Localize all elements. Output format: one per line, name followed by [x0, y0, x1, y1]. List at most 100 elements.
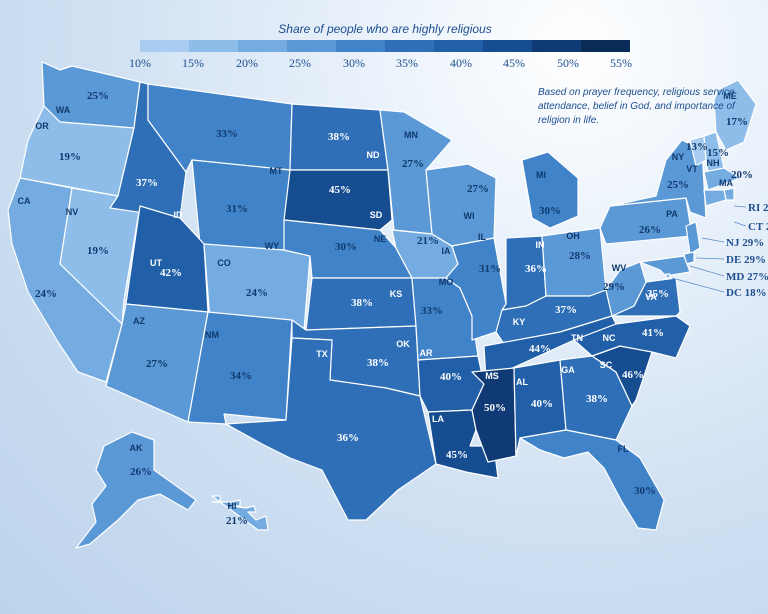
label-md: MD 27%	[726, 271, 768, 283]
state-nj	[685, 221, 701, 255]
state-tx	[225, 337, 437, 521]
legend-tick-label: 55%	[610, 56, 632, 70]
state-fl	[519, 429, 665, 531]
state-ak	[75, 431, 197, 549]
abbr-sd: SD	[370, 210, 383, 220]
abbr-fl: FL	[618, 444, 629, 454]
abbr-ia: IA	[442, 246, 452, 256]
legend-swatch	[581, 40, 630, 52]
value-ca: 24%	[35, 288, 57, 300]
value-ms: 50%	[484, 402, 506, 414]
legend-swatch	[336, 40, 385, 52]
abbr-ga: GA	[561, 365, 575, 375]
leader-line-ct	[733, 221, 747, 227]
state-ar	[417, 355, 485, 413]
abbr-nm: NM	[205, 330, 219, 340]
state-ma	[703, 167, 741, 191]
legend-tick-label: 15%	[182, 56, 204, 70]
value-tx: 36%	[337, 432, 359, 444]
abbr-pa: PA	[666, 209, 678, 219]
state-dc	[665, 273, 671, 279]
value-vt: 13%	[686, 141, 708, 153]
value-sd: 45%	[329, 184, 351, 196]
leader-line-dc	[671, 277, 725, 293]
value-ia: 21%	[417, 235, 439, 247]
legend-swatch	[385, 40, 434, 52]
abbr-ut: UT	[150, 258, 162, 268]
abbr-hi: HI	[228, 501, 237, 511]
value-ok: 38%	[367, 357, 389, 369]
abbr-tx: TX	[316, 349, 328, 359]
label-nj: NJ 29%	[726, 237, 764, 249]
abbr-co: CO	[217, 258, 231, 268]
methodology-note: Based on prayer frequency, religious ser…	[538, 87, 735, 126]
value-nm: 34%	[230, 370, 252, 382]
abbr-ok: OK	[396, 339, 410, 349]
abbr-va: VA	[645, 292, 657, 302]
legend-swatch	[434, 40, 483, 52]
value-nd: 38%	[328, 131, 350, 143]
value-me: 17%	[726, 116, 748, 128]
abbr-ne: NE	[374, 234, 387, 244]
value-mt: 33%	[216, 128, 238, 140]
state-az	[105, 303, 209, 423]
value-hi: 21%	[226, 515, 248, 527]
label-dc: DC 18%	[726, 287, 767, 299]
state-wv	[605, 261, 647, 317]
abbr-oh: OH	[566, 231, 580, 241]
legend-tick-label: 10%	[129, 56, 151, 70]
value-la: 45%	[446, 449, 468, 461]
abbr-ar: AR	[420, 348, 433, 358]
abbr-nh: NH	[707, 158, 720, 168]
abbr-id: ID	[174, 210, 184, 220]
abbr-ak: AK	[130, 443, 143, 453]
value-tn: 44%	[529, 343, 551, 355]
value-wi: 27%	[467, 183, 489, 195]
abbr-me: ME	[723, 91, 737, 101]
label-ri: RI 22%	[748, 202, 768, 214]
abbr-mt: MT	[270, 166, 283, 176]
abbr-sc: SC	[600, 360, 613, 370]
abbr-wa: WA	[56, 105, 71, 115]
value-az: 27%	[146, 358, 168, 370]
legend-swatch	[483, 40, 532, 52]
legend-tick-label: 50%	[557, 56, 579, 70]
abbr-mi: MI	[536, 170, 546, 180]
abbr-tn: TN	[571, 333, 583, 343]
value-ma: 20%	[731, 169, 753, 181]
state-il	[445, 237, 507, 341]
value-or: 19%	[59, 151, 81, 163]
value-mo: 33%	[421, 305, 443, 317]
legend-color-scale	[140, 40, 630, 52]
label-de: DE 29%	[726, 254, 766, 266]
leader-line-ri	[733, 205, 747, 208]
abbr-nc: NC	[603, 333, 616, 343]
state-shapes	[7, 61, 757, 549]
abbr-in: IN	[536, 240, 545, 250]
value-sc: 46%	[622, 369, 644, 381]
abbr-az: AZ	[133, 316, 145, 326]
state-md	[639, 255, 691, 277]
value-nh: 15%	[707, 147, 729, 159]
value-wy: 31%	[226, 203, 248, 215]
legend-tick-label: 45%	[503, 56, 525, 70]
value-ne: 30%	[335, 241, 357, 253]
abbr-mn: MN	[404, 130, 418, 140]
value-nv: 19%	[87, 245, 109, 257]
abbr-ma: MA	[719, 178, 733, 188]
value-oh: 28%	[569, 250, 591, 262]
legend-swatch	[140, 40, 189, 52]
abbr-ks: KS	[390, 289, 403, 299]
state-me	[713, 79, 757, 151]
abbr-nv: NV	[66, 207, 79, 217]
abbr-il: IL	[478, 232, 487, 242]
legend-swatch	[238, 40, 287, 52]
value-mi: 30%	[539, 205, 561, 217]
state-co	[203, 243, 311, 331]
state-labels: WA 25% OR 19% CA 24% NV 19% ID 37% MT 33% WY 31% UT42%…	[18, 90, 768, 527]
state-ut	[125, 205, 209, 313]
state-ct	[703, 189, 727, 207]
legend-swatch	[532, 40, 581, 52]
state-mi	[521, 151, 579, 229]
abbr-ms: MS	[485, 371, 499, 381]
